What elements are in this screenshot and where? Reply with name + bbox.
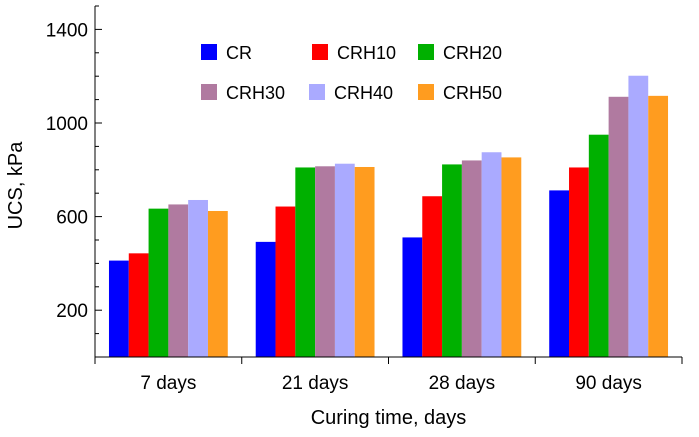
- legend-swatch: [418, 44, 434, 60]
- bars-layer: [108, 75, 669, 358]
- bar: [402, 237, 423, 357]
- axes-layer: [94, 5, 683, 364]
- bar: [481, 152, 502, 357]
- bar: [275, 206, 296, 357]
- legend-swatch: [201, 44, 217, 60]
- legend-swatch: [312, 44, 328, 60]
- bar: [461, 160, 482, 357]
- y-tick-label: 1400: [46, 20, 88, 41]
- ticks-layer: 7 days 21 days 28 days 90 days 200 600 1000 140…: [46, 20, 642, 394]
- legend-label: CR: [226, 43, 252, 63]
- bar: [168, 204, 189, 357]
- bar: [188, 199, 208, 357]
- x-tick-label: 28 days: [429, 373, 496, 394]
- y-axis-title: UCS, kPa: [5, 141, 27, 230]
- legend-label: CRH30: [226, 83, 285, 103]
- bar: [588, 134, 609, 357]
- bar: [354, 166, 375, 357]
- bar: [334, 163, 355, 357]
- bar: [549, 190, 570, 357]
- bar: [501, 157, 522, 357]
- bar: [442, 164, 462, 357]
- x-tick-label: 7 days: [140, 373, 196, 394]
- y-tick-label: 200: [56, 301, 88, 322]
- bar: [628, 75, 649, 358]
- bar: [207, 210, 228, 357]
- bar: [128, 253, 149, 357]
- legend-label: CRH10: [337, 43, 396, 63]
- bar: [648, 95, 669, 357]
- bar: [608, 96, 629, 358]
- y-tick-label: 1000: [46, 114, 88, 135]
- legend-label: CRH20: [443, 43, 502, 63]
- bar: [108, 260, 129, 357]
- bar: [148, 208, 169, 357]
- bar: [315, 166, 335, 357]
- bar: [422, 196, 443, 357]
- y-tick-label: 600: [56, 208, 88, 229]
- x-tick-label: 90 days: [575, 373, 642, 394]
- bar: [255, 241, 276, 357]
- legend-swatch: [418, 84, 434, 100]
- legend-label: CRH50: [443, 83, 502, 103]
- legend-label: CRH40: [334, 83, 393, 103]
- legend-swatch: [201, 84, 217, 100]
- x-tick-label: 21 days: [282, 373, 349, 394]
- legend: CR CRH10 CRH20 CRH30 CRH40 CRH50: [201, 43, 502, 103]
- bar: [295, 167, 316, 357]
- legend-swatch: [309, 84, 325, 100]
- bar: [569, 167, 589, 357]
- x-axis-title: Curing time, days: [311, 407, 467, 429]
